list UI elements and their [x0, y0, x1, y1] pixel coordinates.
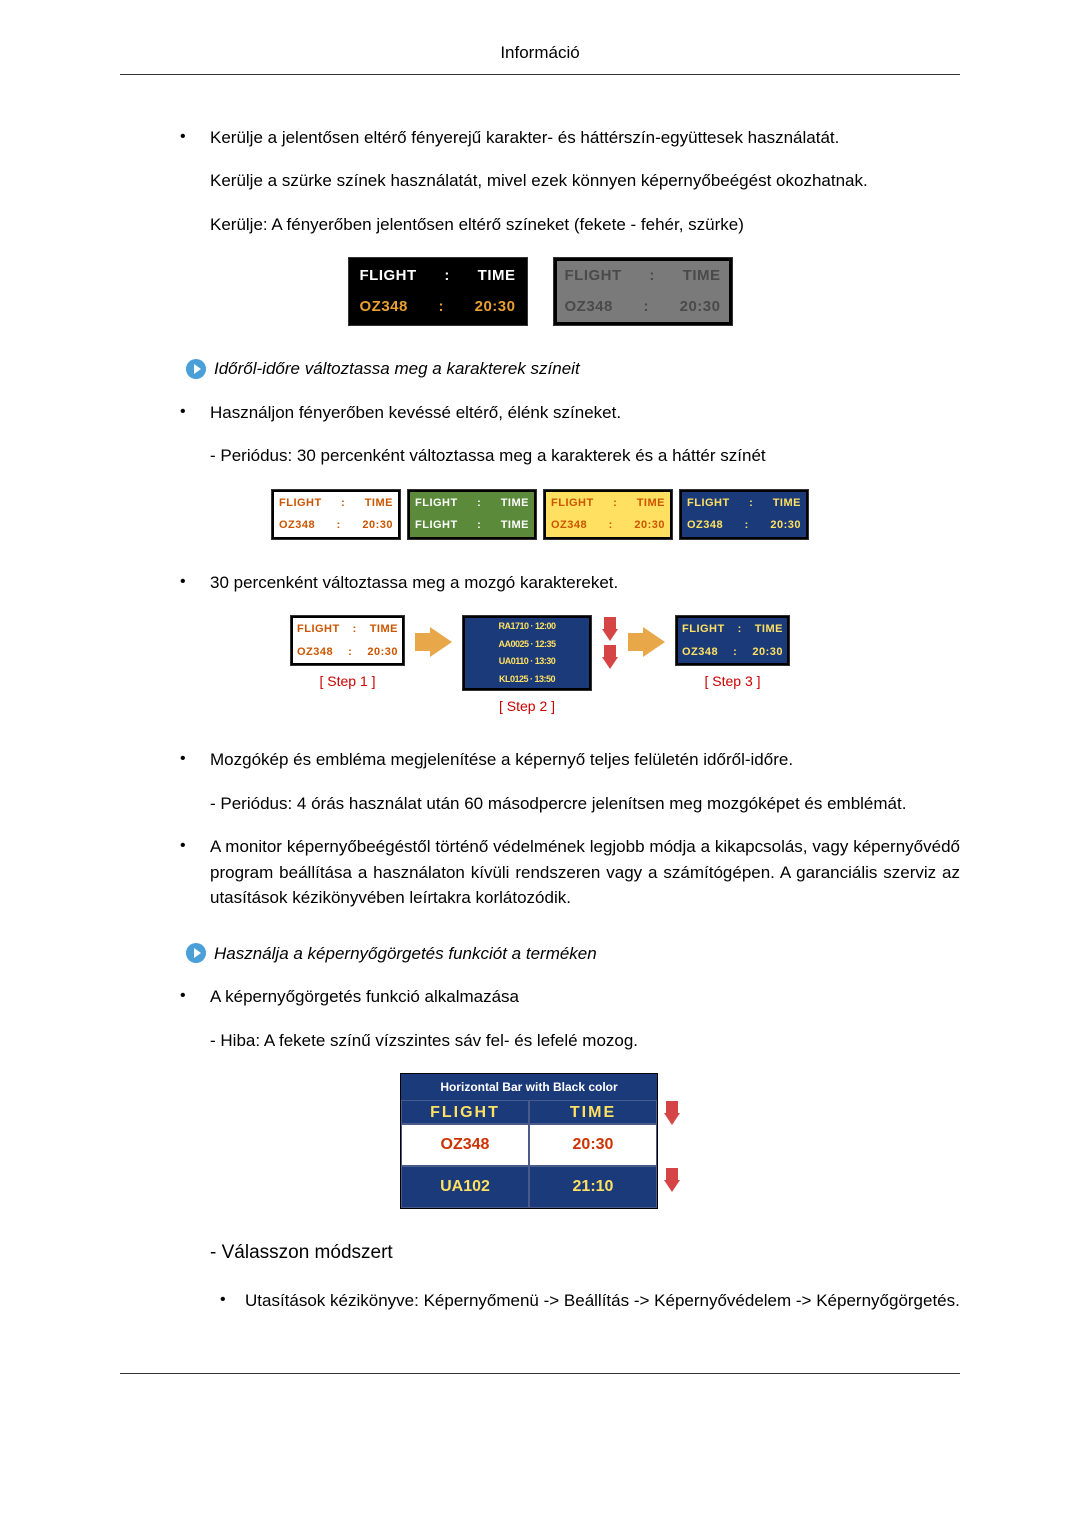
- arrow-right-icon: [628, 627, 665, 657]
- bullet-marker: •: [180, 125, 210, 151]
- bullet-marker: •: [180, 984, 210, 1010]
- bullet-marker: •: [220, 1288, 245, 1314]
- color-cycle-panel: FLIGHT:TIMEOZ348:20:30: [271, 489, 401, 540]
- blur-line: RA1710 · 12:00: [465, 618, 589, 636]
- paragraph: Kerülje a szürke színek használatát, miv…: [120, 168, 960, 194]
- blur-line: AA0025 · 12:35: [465, 636, 589, 654]
- hbar-row: OZ34820:30: [401, 1124, 657, 1166]
- paragraph-dash: - Hiba: A fekete színű vízszintes sáv fe…: [120, 1028, 960, 1054]
- bullet-item: • A képernyőgörgetés funkció alkalmazása: [120, 984, 960, 1010]
- panel-row: OZ348:20:30: [557, 292, 729, 323]
- page-footer: [120, 1373, 960, 1374]
- step-column-1: FLIGHT:TIMEOZ348:20:30 [ Step 1 ]: [290, 615, 405, 692]
- step-panel-1: FLIGHT:TIMEOZ348:20:30: [290, 615, 405, 666]
- bullet-item: • 30 percenként változtassa meg a mozgó …: [120, 570, 960, 596]
- bullet-marker: •: [180, 747, 210, 773]
- figure-two-panels: FLIGHT:TIMEOZ348:20:30 FLIGHT:TIMEOZ348:…: [120, 257, 960, 326]
- arrow-right-icon: [415, 627, 452, 657]
- arrow-down-icon: [602, 645, 618, 669]
- bullet-text: A monitor képernyőbeégéstől történő véde…: [210, 834, 960, 911]
- bullet-item: • Kerülje a jelentősen eltérő fényerejű …: [120, 125, 960, 151]
- panel-row: OZ348:20:30: [352, 292, 524, 323]
- figure-horizontal-bar: Horizontal Bar with Black color FLIGHTTI…: [400, 1073, 680, 1209]
- arrow-down-icon: [664, 1168, 680, 1192]
- color-cycle-panel: FLIGHT:TIMEFLIGHT:TIME: [407, 489, 537, 540]
- section-heading: Használja a képernyőgörgetés funkciót a …: [120, 941, 960, 967]
- step-label: [ Step 2 ]: [499, 696, 555, 717]
- bullet-marker: •: [180, 570, 210, 596]
- hbar-row: FLIGHTTIME: [401, 1100, 657, 1124]
- bullet-text: 30 percenként változtassa meg a mozgó ka…: [210, 570, 960, 596]
- arrow-down-icon: [664, 1101, 680, 1125]
- step-panel-2: RA1710 · 12:00AA0025 · 12:35UA0110 · 13:…: [462, 615, 592, 691]
- flight-panel-bad-2: FLIGHT:TIMEOZ348:20:30: [553, 257, 733, 326]
- arrow-right-icon: [186, 943, 206, 963]
- step-label: [ Step 1 ]: [319, 671, 375, 692]
- paragraph-dash: - Periódus: 4 órás használat után 60 más…: [120, 791, 960, 817]
- bullet-marker: •: [180, 400, 210, 426]
- hbar-table: Horizontal Bar with Black color FLIGHTTI…: [400, 1073, 658, 1209]
- step-column-2: RA1710 · 12:00AA0025 · 12:35UA0110 · 13:…: [462, 615, 592, 717]
- hbar-row: UA10221:10: [401, 1166, 657, 1208]
- arrow-right-icon: [186, 359, 206, 379]
- step-arrows: [602, 617, 618, 669]
- flight-panel-bad-1: FLIGHT:TIMEOZ348:20:30: [348, 257, 528, 326]
- section-heading: Időről-időre változtassa meg a karaktere…: [120, 356, 960, 382]
- arrow-down-icon: [602, 617, 618, 641]
- subheading: - Válasszon módszert: [120, 1239, 960, 1268]
- step-panel-3: FLIGHT:TIMEOZ348:20:30: [675, 615, 790, 666]
- bullet-marker: •: [180, 834, 210, 911]
- step-column-3: FLIGHT:TIMEOZ348:20:30 [ Step 3 ]: [675, 615, 790, 692]
- paragraph: Kerülje: A fényerőben jelentősen eltérő …: [120, 212, 960, 238]
- color-cycle-panel: FLIGHT:TIMEOZ348:20:30: [679, 489, 809, 540]
- figure-color-cycle: FLIGHT:TIMEOZ348:20:30FLIGHT:TIMEFLIGHT:…: [120, 489, 960, 540]
- hbar-arrows: [658, 1073, 680, 1209]
- bullet-item: • A monitor képernyőbeégéstől történő vé…: [120, 834, 960, 911]
- bullet-item: • Utasítások kézikönyve: Képernyőmenü ->…: [120, 1288, 960, 1314]
- blur-line: KL0125 · 13:50: [465, 671, 589, 689]
- hbar-body: FLIGHTTIMEOZ34820:30UA10221:10: [401, 1100, 657, 1208]
- panel-row: FLIGHT:TIME: [557, 261, 729, 292]
- bullet-text: Utasítások kézikönyve: Képernyőmenü -> B…: [245, 1288, 960, 1314]
- heading-text: Időről-időre változtassa meg a karaktere…: [214, 356, 580, 382]
- bullet-text: Kerülje a jelentősen eltérő fényerejű ka…: [210, 125, 960, 151]
- heading-text: Használja a képernyőgörgetés funkciót a …: [214, 941, 597, 967]
- bullet-text: A képernyőgörgetés funkció alkalmazása: [210, 984, 960, 1010]
- page-header: Információ: [120, 40, 960, 75]
- bullet-item: • Használjon fényerőben kevéssé eltérő, …: [120, 400, 960, 426]
- color-cycle-panel: FLIGHT:TIMEOZ348:20:30: [543, 489, 673, 540]
- hbar-title: Horizontal Bar with Black color: [401, 1074, 657, 1100]
- bullet-text: Használjon fényerőben kevéssé eltérő, él…: [210, 400, 960, 426]
- header-title: Információ: [500, 43, 579, 62]
- paragraph-dash: - Periódus: 30 percenként változtassa me…: [120, 443, 960, 469]
- bullet-text: Mozgókép és embléma megjelenítése a képe…: [210, 747, 960, 773]
- figure-steps: FLIGHT:TIMEOZ348:20:30 [ Step 1 ] RA1710…: [120, 615, 960, 717]
- step-label: [ Step 3 ]: [704, 671, 760, 692]
- panel-row: FLIGHT:TIME: [352, 261, 524, 292]
- blur-line: UA0110 · 13:30: [465, 653, 589, 671]
- bullet-item: • Mozgókép és embléma megjelenítése a ké…: [120, 747, 960, 773]
